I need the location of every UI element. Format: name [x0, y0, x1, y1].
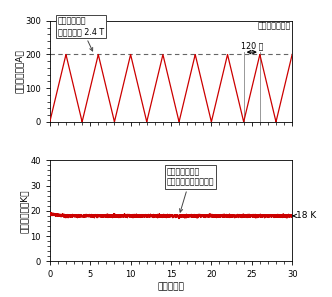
Text: 120 秒: 120 秒	[241, 42, 263, 50]
Y-axis label: コイル温度（K）: コイル温度（K）	[20, 189, 29, 233]
Y-axis label: コイル電流（A）: コイル電流（A）	[15, 50, 24, 93]
X-axis label: 時間（分）: 時間（分）	[158, 282, 184, 291]
Text: 18 K: 18 K	[293, 211, 316, 220]
Text: ビームダクト
中心で磁界 2.4 T: ビームダクト 中心で磁界 2.4 T	[58, 17, 104, 51]
Text: 磁界を速く変化: 磁界を速く変化	[257, 21, 290, 31]
Text: 磁界を変えても
コイル温度は変化せず: 磁界を変えても コイル温度は変化せず	[167, 168, 214, 212]
